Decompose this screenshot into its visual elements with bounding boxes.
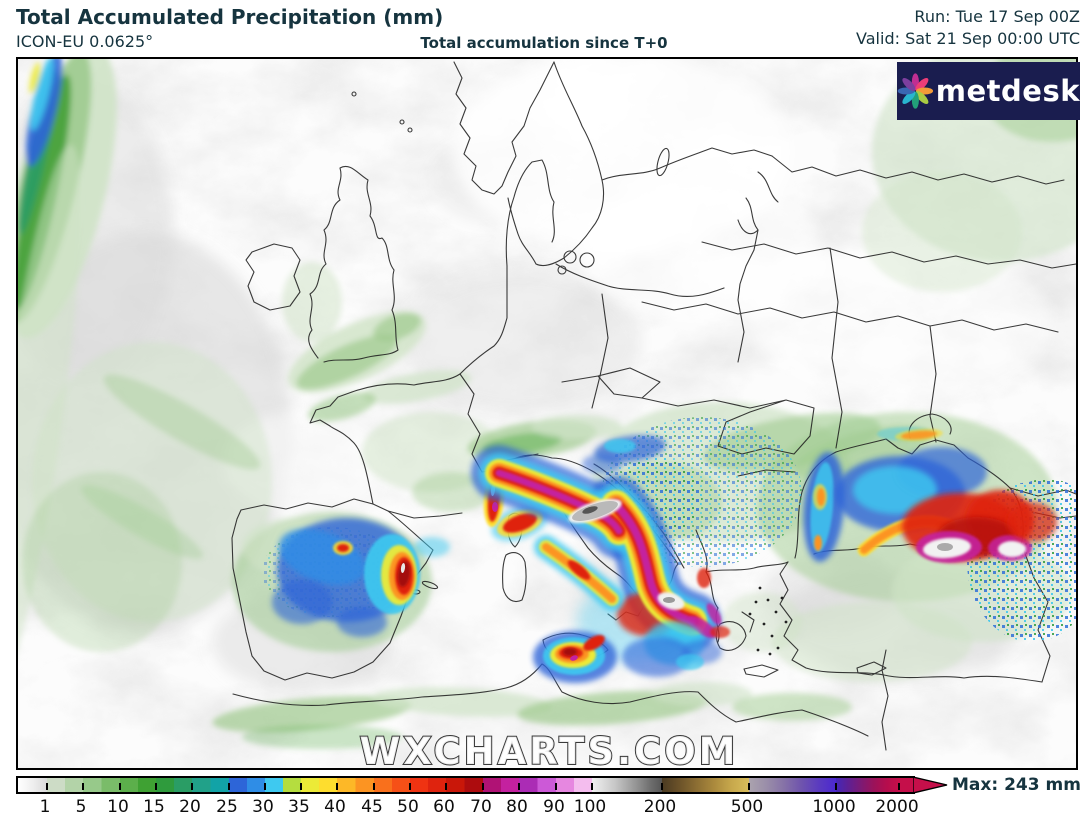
colorbar-label: 50 xyxy=(397,797,419,817)
colorbar-tick xyxy=(591,783,593,790)
metdesk-logo-text: metdesk xyxy=(935,74,1080,108)
precip-system-sicily xyxy=(533,631,617,683)
accumulation-subtitle: Total accumulation since T+0 xyxy=(420,34,668,52)
white-cleanups xyxy=(222,59,1052,512)
colorbar-wrap xyxy=(16,776,976,794)
colorbar-segment xyxy=(337,778,374,792)
colorbar-label: 45 xyxy=(361,797,383,817)
colorbar-tick xyxy=(835,783,837,790)
colorbar-label: 100 xyxy=(573,797,607,817)
colorbar-tick xyxy=(555,783,557,790)
colorbar-segment xyxy=(519,778,556,792)
colorbar-arrow xyxy=(913,776,948,794)
colorbar-label: 10 xyxy=(107,797,129,817)
colorbar-tick xyxy=(661,783,663,790)
colorbar-tick xyxy=(191,783,193,790)
colorbar-segment xyxy=(120,778,156,792)
colorbar-tick xyxy=(264,783,266,790)
colorbar-segment xyxy=(446,778,483,792)
colorbar-tick xyxy=(46,783,48,790)
colorbar-tick xyxy=(898,783,900,790)
colorbar-segment xyxy=(192,778,229,792)
precip-system-italy-adriatic xyxy=(471,435,730,677)
colorbar-segment xyxy=(483,778,519,792)
colorbar-segment xyxy=(229,778,265,792)
colorbar-label: 60 xyxy=(433,797,455,817)
run-valid-block: Run: Tue 17 Sep 00Z Valid: Sat 21 Sep 00… xyxy=(856,6,1080,50)
max-value-label: Max: 243 mm xyxy=(952,775,1081,795)
colorbar-tick xyxy=(300,783,302,790)
precip-system-black-sea xyxy=(803,427,1057,563)
metdesk-logo: metdesk xyxy=(897,62,1080,120)
colorbar-label: 80 xyxy=(506,797,528,817)
colorbar-segment xyxy=(47,778,83,792)
colorbar-segment xyxy=(836,778,899,792)
colorbar-segment xyxy=(899,778,913,792)
colorbar-tick xyxy=(155,783,157,790)
europe-precipitation-map: WXCHARTS.COM xyxy=(16,57,1078,770)
colorbar-label: 1 xyxy=(39,797,51,817)
colorbar-label: 35 xyxy=(288,797,310,817)
colorbar-tick xyxy=(336,783,338,790)
colorbar-tick xyxy=(409,783,411,790)
colorbar-label: 90 xyxy=(543,797,565,817)
colorbar-segment xyxy=(410,778,446,792)
metdesk-pinwheel-icon xyxy=(897,73,934,109)
colorbar-label: 40 xyxy=(324,797,346,817)
colorbar-segment xyxy=(556,778,592,792)
colorbar-tick xyxy=(82,783,84,790)
model-label: ICON-EU 0.0625° xyxy=(16,32,154,51)
colorbar-tick xyxy=(373,783,375,790)
valid-time: Valid: Sat 21 Sep 00:00 UTC xyxy=(856,29,1080,48)
aegean-islands xyxy=(748,586,788,656)
map-svg: WXCHARTS.COM xyxy=(18,59,1076,768)
colorbar-label: 15 xyxy=(143,797,165,817)
colorbar-label: 25 xyxy=(216,797,238,817)
colorbar-tick xyxy=(445,783,447,790)
colorbar-labels: 1 5 10 15 20 25 30 35 40 45 50 60 70 80 90 100 200 500 100… xyxy=(16,797,936,819)
colorbar-label: 70 xyxy=(470,797,492,817)
colorbar-segment xyxy=(156,778,192,792)
colorbar-label: 200 xyxy=(643,797,677,817)
colorbar-tick xyxy=(228,783,230,790)
colorbar-label: 1000 xyxy=(812,797,856,817)
colorbar-segment xyxy=(592,778,662,792)
colorbar-segment xyxy=(18,778,47,792)
page-title: Total Accumulated Precipitation (mm) xyxy=(16,5,444,29)
colorbar-arrow-shape xyxy=(913,776,948,794)
colorbar-segment xyxy=(265,778,301,792)
colorbar-tick xyxy=(119,783,121,790)
colorbar-label: 5 xyxy=(75,797,87,817)
colorbar-label: 30 xyxy=(252,797,274,817)
precip-system-spain xyxy=(272,518,450,637)
colorbar-segment xyxy=(374,778,410,792)
colorbar-tick xyxy=(482,783,484,790)
colorbar-segment xyxy=(749,778,836,792)
colorbar-segment xyxy=(662,778,749,792)
run-time: Run: Tue 17 Sep 00Z xyxy=(914,7,1080,26)
colorbar-label: 500 xyxy=(730,797,764,817)
colorbar-label: 20 xyxy=(179,797,201,817)
wxcharts-watermark: WXCHARTS.COM xyxy=(360,730,739,768)
colorbar-segment xyxy=(83,778,120,792)
colorbar-label: 2000 xyxy=(875,797,919,817)
colorbar-tick xyxy=(518,783,520,790)
colorbar-tick xyxy=(748,783,750,790)
colorbar-segment xyxy=(301,778,337,792)
colorbar-bar xyxy=(16,776,915,794)
